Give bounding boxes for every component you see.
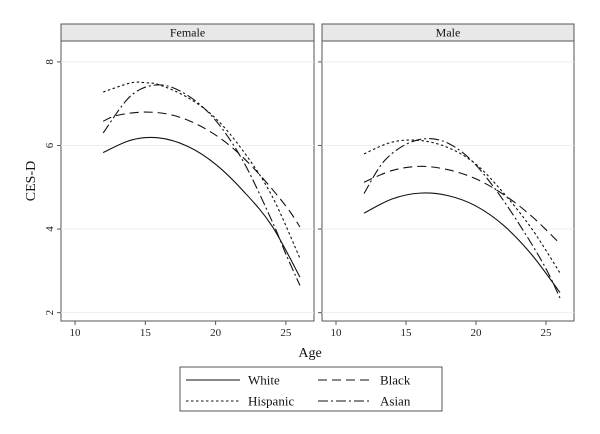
legend-box [179, 366, 443, 412]
legend-label-asian: Asian [380, 394, 411, 409]
series-line-asian [102, 84, 301, 286]
x-tick-label: 10 [70, 327, 82, 339]
series-line-black [102, 111, 301, 228]
panel-title: Female [170, 26, 205, 40]
legend-label-black: Black [380, 373, 411, 388]
panel-title: Male [436, 26, 461, 40]
x-axis-title: Age [298, 346, 321, 361]
legend-label-white: White [248, 373, 280, 388]
legend-label-hispanic: Hispanic [248, 394, 294, 409]
y-tick-label: 2 [44, 310, 56, 316]
x-tick-label: 25 [541, 327, 553, 339]
panel-female: Female 2 4 6 8 10 15 20 25 [44, 23, 315, 339]
x-tick-label: 10 [331, 327, 343, 339]
legend: White Black Hispanic Asian [179, 366, 443, 412]
series-line-black [363, 165, 561, 245]
x-tick-label: 15 [140, 327, 152, 339]
x-tick-label: 25 [280, 327, 292, 339]
x-tick-label: 15 [401, 327, 413, 339]
y-tick-label: 8 [44, 59, 56, 65]
y-tick-label: 6 [44, 142, 56, 148]
series-line-asian [363, 138, 561, 299]
y-tick-label: 4 [44, 226, 56, 232]
series-line-white [102, 136, 301, 278]
x-tick-label: 20 [471, 327, 483, 339]
series-line-hispanic [363, 139, 561, 274]
x-tick-label: 20 [210, 327, 222, 339]
y-axis-title: CES-D [24, 161, 39, 201]
plot-area [321, 40, 575, 322]
panel-male: Male 10 15 20 25 [318, 23, 575, 339]
series-line-white [363, 192, 561, 293]
plot-area [60, 40, 315, 322]
